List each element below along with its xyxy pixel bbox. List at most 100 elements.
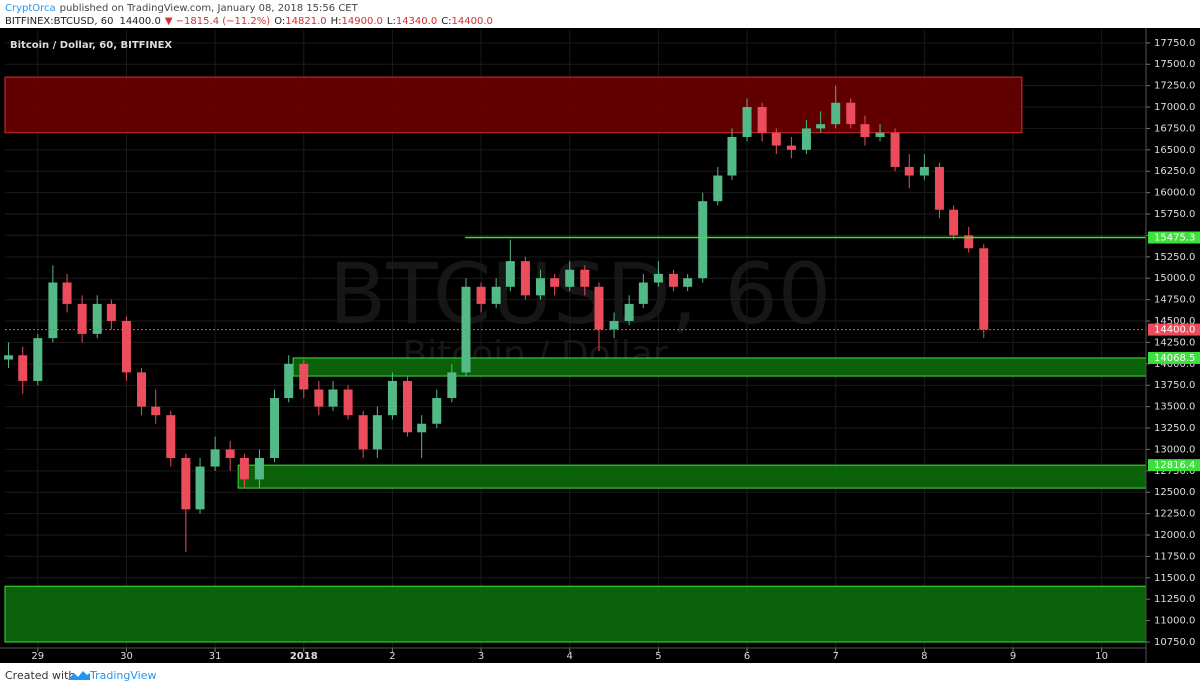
footer-bg bbox=[0, 663, 1200, 689]
ohlc-value: 14400.0 bbox=[452, 16, 493, 27]
y-tick-label: 13000.0 bbox=[1154, 444, 1195, 455]
tv-logo bbox=[68, 671, 90, 680]
published: published on TradingView.com, January 08… bbox=[60, 3, 359, 14]
candle-body bbox=[254, 457, 264, 480]
footer-created: Created with bbox=[5, 669, 75, 682]
y-tick-label: 13250.0 bbox=[1154, 423, 1195, 434]
candle-body bbox=[653, 273, 663, 283]
x-tick-label: 4 bbox=[567, 651, 573, 662]
level-label: 15475.3 bbox=[1154, 233, 1195, 244]
candle-body bbox=[181, 457, 191, 510]
candle-body bbox=[505, 261, 515, 287]
y-tick-label: 17750.0 bbox=[1154, 38, 1195, 49]
level-label: 14068.5 bbox=[1154, 353, 1195, 364]
candle-body bbox=[121, 321, 131, 373]
candle-body bbox=[48, 282, 58, 339]
y-tick-label: 14000.0 bbox=[1154, 359, 1195, 370]
x-tick-label: 8 bbox=[921, 651, 927, 662]
y-tick-label: 13750.0 bbox=[1154, 380, 1195, 391]
footer-brand[interactable]: TradingView bbox=[89, 669, 156, 682]
chart-title: Bitcoin / Dollar, 60, BITFINEX bbox=[10, 40, 172, 51]
y-tick-label: 16000.0 bbox=[1154, 188, 1195, 199]
candle-body bbox=[343, 389, 353, 416]
candle-body bbox=[106, 303, 116, 322]
candle-body bbox=[904, 166, 914, 176]
x-tick-label: 7 bbox=[833, 651, 839, 662]
candle-body bbox=[358, 415, 368, 450]
candle-body bbox=[402, 380, 412, 433]
candle-body bbox=[491, 286, 501, 304]
candle-body bbox=[934, 166, 944, 210]
x-tick-label: 31 bbox=[209, 651, 222, 662]
candle-body bbox=[4, 355, 14, 360]
y-tick-label: 17500.0 bbox=[1154, 59, 1195, 70]
candle-body bbox=[314, 389, 324, 407]
candle-body bbox=[328, 389, 338, 407]
candle-body bbox=[860, 124, 870, 137]
zone bbox=[237, 464, 1147, 489]
ohlc-value: 14340.0 bbox=[396, 16, 437, 27]
y-tick-label: 17000.0 bbox=[1154, 102, 1195, 113]
symbol: BITFINEX:BTCUSD, 60 bbox=[5, 16, 113, 27]
x-tick-label: 10 bbox=[1095, 651, 1108, 662]
y-tick-label: 12750.0 bbox=[1154, 466, 1195, 477]
zone bbox=[292, 357, 1147, 377]
y-tick-label: 11500.0 bbox=[1154, 573, 1195, 584]
ohlc-value: 14821.0 bbox=[285, 16, 326, 27]
x-tick-label: 9 bbox=[1010, 651, 1016, 662]
y-tick-label: 16250.0 bbox=[1154, 166, 1195, 177]
candle-body bbox=[210, 449, 220, 467]
ohlc-value: 14900.0 bbox=[342, 16, 383, 27]
candle-body bbox=[964, 235, 974, 249]
candle-body bbox=[742, 107, 752, 137]
header-line1: CryptOrca published on TradingView.com, J… bbox=[5, 3, 359, 14]
x-tick-label: 6 bbox=[744, 651, 750, 662]
candle-body bbox=[239, 457, 249, 480]
candle-body bbox=[727, 136, 737, 176]
y-tick-label: 14750.0 bbox=[1154, 295, 1195, 306]
level-label-bg bbox=[1148, 323, 1200, 336]
y-tick-label: 12500.0 bbox=[1154, 487, 1195, 498]
last-price: 14400.0 bbox=[119, 16, 160, 27]
level-label-bg bbox=[1148, 231, 1200, 244]
candle-body bbox=[609, 321, 619, 330]
candle-body bbox=[166, 415, 176, 458]
candle-body bbox=[683, 278, 693, 287]
y-tick-label: 11750.0 bbox=[1154, 551, 1195, 562]
candle-body bbox=[698, 201, 708, 279]
candle-body bbox=[77, 303, 87, 334]
candle-body bbox=[299, 363, 309, 390]
x-tick-label: 5 bbox=[655, 651, 661, 662]
candle-body bbox=[979, 248, 989, 330]
candle-body bbox=[831, 102, 841, 125]
candle-body bbox=[668, 273, 678, 287]
ohlc-key: L: bbox=[387, 16, 396, 27]
candle-body bbox=[387, 380, 397, 416]
candle-body bbox=[771, 132, 781, 146]
candle-body bbox=[33, 338, 43, 381]
y-tick-label: 15250.0 bbox=[1154, 252, 1195, 263]
author[interactable]: CryptOrca bbox=[5, 3, 56, 14]
x-tick-label: 2018 bbox=[290, 651, 318, 662]
ohlc-key: C: bbox=[441, 16, 451, 27]
y-tick-label: 16500.0 bbox=[1154, 145, 1195, 156]
candle-body bbox=[580, 269, 590, 287]
candle-body bbox=[137, 372, 147, 407]
y-tick-label: 11250.0 bbox=[1154, 594, 1195, 605]
candle-body bbox=[447, 372, 457, 399]
candle-body bbox=[476, 286, 486, 304]
x-tick-label: 3 bbox=[478, 651, 484, 662]
candle-body bbox=[550, 278, 560, 287]
candle-body bbox=[432, 398, 442, 424]
candle-body bbox=[638, 282, 648, 304]
candle-body bbox=[713, 175, 723, 202]
candle-body bbox=[195, 466, 205, 510]
candle-body bbox=[624, 303, 634, 322]
zone bbox=[4, 585, 1147, 643]
watermark: BTCUSD, 60 bbox=[329, 245, 831, 343]
candle-body bbox=[92, 303, 102, 334]
ohlc-key: O: bbox=[274, 16, 285, 27]
header-bg bbox=[0, 0, 1200, 28]
